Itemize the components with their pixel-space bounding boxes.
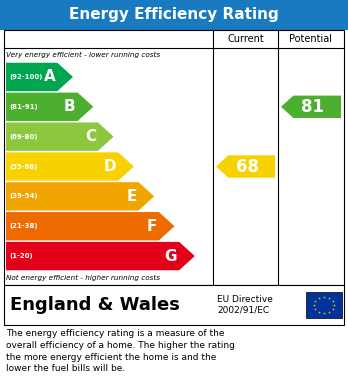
Polygon shape — [6, 182, 154, 210]
Text: A: A — [44, 70, 55, 84]
Text: F: F — [147, 219, 157, 234]
Text: England & Wales: England & Wales — [10, 296, 180, 314]
Polygon shape — [6, 242, 195, 270]
Text: 81: 81 — [301, 98, 324, 116]
Polygon shape — [6, 63, 73, 91]
Text: Energy Efficiency Rating: Energy Efficiency Rating — [69, 7, 279, 23]
Text: EU Directive
2002/91/EC: EU Directive 2002/91/EC — [217, 295, 273, 315]
Bar — [306, 292, 342, 318]
Text: Potential: Potential — [290, 34, 332, 44]
Text: (1-20): (1-20) — [9, 253, 33, 259]
Bar — [4, 30, 344, 285]
Bar — [4, 285, 344, 325]
Text: (69-80): (69-80) — [9, 134, 38, 140]
Text: Not energy efficient - higher running costs: Not energy efficient - higher running co… — [6, 275, 160, 281]
Polygon shape — [6, 122, 113, 151]
Text: (55-68): (55-68) — [9, 163, 37, 170]
Text: 68: 68 — [236, 158, 259, 176]
Text: C: C — [85, 129, 96, 144]
Text: Very energy efficient - lower running costs: Very energy efficient - lower running co… — [6, 52, 160, 58]
Polygon shape — [6, 93, 93, 121]
Text: (81-91): (81-91) — [9, 104, 38, 110]
Text: G: G — [165, 249, 177, 264]
Text: Current: Current — [227, 34, 264, 44]
Polygon shape — [6, 152, 134, 181]
Text: (92-100): (92-100) — [9, 74, 42, 80]
Text: The energy efficiency rating is a measure of the
overall efficiency of a home. T: The energy efficiency rating is a measur… — [6, 329, 235, 373]
Text: B: B — [64, 99, 76, 114]
Polygon shape — [281, 95, 341, 118]
Text: D: D — [104, 159, 116, 174]
Text: (39-54): (39-54) — [9, 194, 38, 199]
Polygon shape — [216, 155, 275, 178]
Text: (21-38): (21-38) — [9, 223, 38, 229]
Text: E: E — [126, 189, 137, 204]
Polygon shape — [6, 212, 174, 240]
Bar — [0, 0, 348, 30]
